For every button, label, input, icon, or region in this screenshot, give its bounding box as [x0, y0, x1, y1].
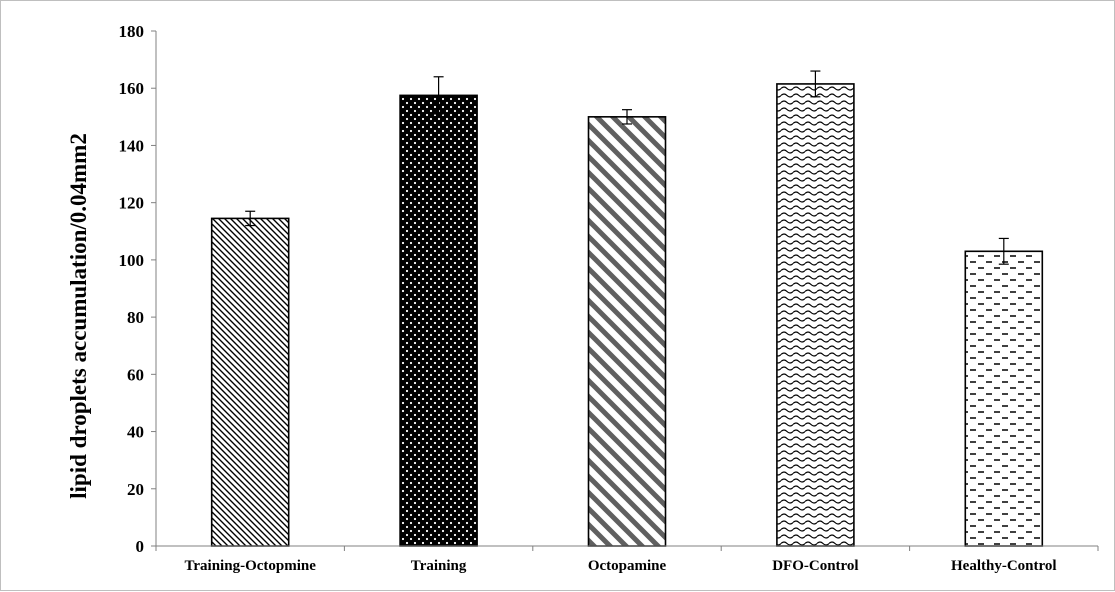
error-bar-training — [433, 76, 444, 115]
error-bars-layer — [245, 70, 1009, 265]
axes-layer — [155, 31, 1099, 551]
x-tick-label-healthy-control: Healthy-Control — [951, 558, 1057, 574]
x-tick-label-training-octopmine: Training-Octopmine — [185, 558, 317, 574]
y-axis-title: lipid droplets accumulation/0.04mm2 — [66, 133, 91, 499]
x-tick-label-training: Training — [411, 558, 467, 574]
error-bar-dfo-control — [810, 70, 821, 98]
bar-dfo-control — [776, 83, 855, 547]
error-bar-training-octopmine — [245, 210, 256, 227]
y-tick-label-160: 160 — [119, 79, 145, 98]
bar-octopamine — [587, 116, 667, 547]
y-tick-label-140: 140 — [119, 136, 145, 155]
y-tick-label-40: 40 — [127, 423, 144, 442]
x-category-labels-layer: Training-Octopmine Training Octopamine DFO-… — [185, 558, 1057, 574]
error-bar-healthy-control — [998, 237, 1009, 265]
y-tick-label-60: 60 — [127, 365, 144, 384]
y-axis-title-group: lipid droplets accumulation/0.04mm2 — [66, 133, 91, 499]
y-tick-label-120: 120 — [119, 194, 145, 213]
y-tick-label-80: 80 — [127, 308, 144, 327]
error-bar-octopamine — [622, 109, 632, 125]
bar-training-octopmine — [210, 217, 290, 547]
bars-layer — [210, 83, 1044, 547]
bar-training — [399, 94, 478, 547]
x-tick-label-dfo-control: DFO-Control — [772, 558, 858, 574]
y-tick-label-100: 100 — [119, 251, 145, 270]
y-tick-label-180: 180 — [119, 22, 145, 41]
y-tick-label-20: 20 — [127, 480, 144, 499]
bar-healthy-control — [964, 250, 1044, 547]
x-tick-label-octopamine: Octopamine — [588, 558, 667, 574]
y-ticks-layer: 0 20 40 60 80 100 120 140 160 180 — [119, 22, 156, 556]
y-tick-label-0: 0 — [136, 537, 145, 556]
